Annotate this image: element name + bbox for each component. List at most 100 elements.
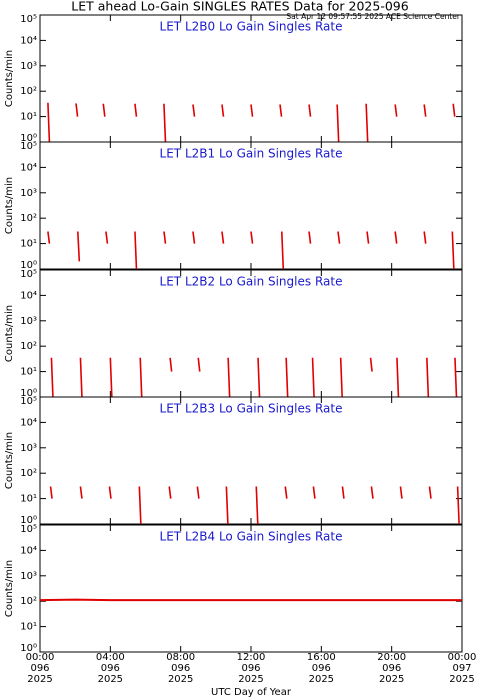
spike: [255, 486, 259, 525]
timestamp: Sat Apr 12 09:57:55 2025 ACE Science Cen…: [286, 12, 460, 21]
spike: [134, 231, 138, 270]
y-tick-label: 10²: [20, 596, 37, 607]
y-tick-label: 10¹: [20, 239, 37, 250]
spike: [47, 231, 51, 244]
y-axis-label: Counts/min: [4, 177, 15, 234]
spike: [221, 231, 225, 244]
spike: [192, 231, 196, 244]
spike: [341, 486, 345, 499]
spike: [285, 357, 289, 398]
spike: [279, 104, 283, 117]
x-tick-year: 2025: [238, 674, 263, 685]
spike: [163, 103, 167, 143]
x-tick-label: 00:00: [448, 652, 477, 663]
spike: [311, 357, 315, 398]
spike: [50, 357, 54, 398]
spike: [451, 231, 455, 270]
spike: [426, 357, 430, 398]
x-axis-label: UTC Day of Year: [211, 687, 292, 698]
spike: [454, 357, 458, 398]
spike: [134, 103, 138, 117]
spike: [250, 231, 254, 244]
spike: [337, 231, 341, 244]
x-tick-year: 2025: [98, 674, 123, 685]
spike: [49, 486, 53, 499]
spike: [336, 104, 340, 143]
spike: [370, 486, 374, 499]
spike: [284, 486, 288, 499]
y-tick-label: 10⁵: [20, 269, 37, 280]
x-tick-day: 097: [452, 663, 471, 674]
x-tick-day: 096: [101, 663, 120, 674]
y-tick-label: 10⁵: [20, 14, 37, 25]
spike: [394, 104, 398, 117]
spike: [312, 486, 316, 499]
spike: [428, 486, 432, 499]
y-tick-label: 10⁵: [20, 396, 37, 407]
spike: [79, 486, 83, 499]
x-tick-label: 04:00: [96, 652, 125, 663]
spike: [109, 357, 113, 398]
y-tick-label: 10³: [20, 571, 37, 582]
spike: [47, 102, 51, 143]
y-tick-label: 10⁰: [20, 643, 37, 654]
y-tick-label: 10⁰: [20, 260, 37, 271]
y-tick-label: 10¹: [20, 494, 37, 505]
y-tick-label: 10⁰: [20, 515, 37, 526]
spike: [75, 103, 79, 117]
x-tick-label: 00:00: [26, 652, 55, 663]
spike: [394, 231, 398, 244]
y-tick-label: 10⁴: [20, 162, 37, 173]
spike: [168, 486, 172, 499]
spike: [423, 104, 427, 117]
x-tick-year: 2025: [449, 674, 474, 685]
spike: [399, 486, 403, 499]
y-tick-label: 10³: [20, 316, 37, 327]
y-axis-label: Counts/min: [4, 432, 15, 489]
x-tick-day: 096: [312, 663, 331, 674]
spike: [366, 231, 370, 244]
y-tick-label: 10²: [20, 341, 37, 352]
y-tick-label: 10⁴: [20, 290, 37, 301]
y-tick-label: 10⁰: [20, 388, 37, 399]
spike: [163, 231, 167, 244]
spike: [197, 357, 201, 372]
y-axis-label: Counts/min: [4, 560, 15, 617]
y-tick-label: 10¹: [20, 367, 37, 378]
y-tick-label: 10⁴: [20, 417, 37, 428]
spike: [339, 357, 343, 398]
x-tick-year: 2025: [309, 674, 334, 685]
spike: [196, 486, 200, 499]
y-axis-label: Counts/min: [4, 50, 15, 107]
x-tick-day: 096: [30, 663, 49, 674]
y-tick-label: 10⁵: [20, 141, 37, 152]
panel-title: LET L2B2 Lo Gain Singles Rate: [160, 275, 343, 289]
panel-title: LET L2B1 Lo Gain Singles Rate: [160, 147, 343, 161]
y-tick-label: 10¹: [20, 112, 37, 123]
x-tick-year: 2025: [27, 674, 52, 685]
spike: [280, 231, 285, 270]
spike: [105, 231, 109, 244]
x-tick-year: 2025: [379, 674, 404, 685]
spike: [423, 231, 427, 244]
spike: [369, 357, 373, 372]
y-tick-label: 10³: [20, 188, 37, 199]
spike: [169, 357, 173, 372]
spike: [365, 103, 369, 143]
x-tick-day: 096: [171, 663, 190, 674]
x-tick-year: 2025: [168, 674, 193, 685]
spike: [227, 357, 231, 398]
panel-title: LET L2B0 Lo Gain Singles Rate: [160, 20, 343, 34]
spike: [456, 486, 460, 525]
y-tick-label: 10⁰: [20, 133, 37, 144]
y-tick-label: 10²: [20, 213, 37, 224]
spike: [225, 486, 229, 525]
spike: [138, 486, 142, 525]
panel-title: LET L2B3 Lo Gain Singles Rate: [160, 402, 343, 416]
spike: [139, 357, 143, 398]
spike: [396, 357, 400, 398]
y-tick-label: 10³: [20, 443, 37, 454]
y-tick-label: 10⁵: [20, 524, 37, 535]
spike: [77, 231, 81, 262]
